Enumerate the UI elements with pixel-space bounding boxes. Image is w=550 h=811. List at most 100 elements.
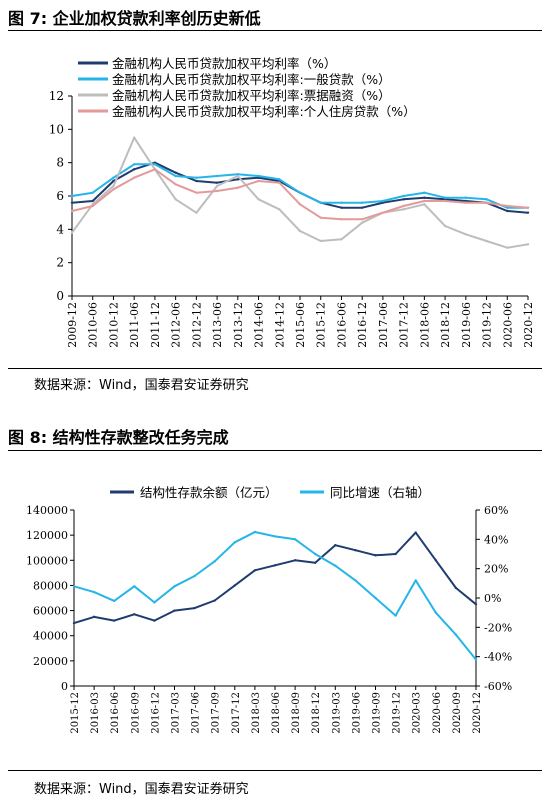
x-tick-label: 2009-12 — [66, 302, 79, 348]
data-point — [293, 559, 297, 562]
data-point — [133, 613, 136, 616]
y-left-tick-label: 40000 — [33, 630, 68, 643]
data-point — [423, 191, 426, 194]
data-point — [340, 218, 343, 221]
data-point — [253, 530, 257, 534]
data-point — [92, 615, 96, 619]
data-point — [360, 206, 364, 209]
y-left-tick-label: 120000 — [26, 529, 68, 542]
series-line-1 — [73, 531, 477, 625]
data-point — [133, 585, 136, 588]
data-point — [443, 198, 447, 201]
y-right-tick-label: 0% — [484, 592, 501, 605]
data-point — [92, 590, 96, 594]
data-point — [174, 183, 177, 186]
y-left-tick-label: 20000 — [33, 655, 68, 668]
data-point — [213, 560, 216, 563]
x-tick-label: 2020-06 — [432, 692, 443, 734]
data-point — [423, 203, 426, 206]
y-left-tick-label: 140000 — [26, 504, 68, 517]
data-point — [257, 174, 260, 178]
data-point — [402, 204, 405, 208]
figure7-title: 图 7: 企业加权贷款利率创历史新低 — [8, 9, 261, 28]
x-tick-label: 2010-06 — [87, 302, 100, 348]
x-tick-label: 2011-06 — [128, 302, 141, 348]
figure8-title: 图 8: 结构性存款整改任务完成 — [8, 428, 229, 447]
data-point — [233, 584, 236, 587]
data-point — [381, 199, 385, 203]
data-point — [314, 561, 317, 564]
legend-label: 同比增速（右轴） — [330, 485, 430, 500]
data-point — [506, 204, 509, 208]
data-point — [454, 586, 458, 590]
figure8-top-rule — [8, 450, 542, 451]
data-point — [112, 176, 115, 179]
x-tick-label: 2019-06 — [460, 302, 473, 348]
x-tick-label: 2016-06 — [335, 302, 348, 348]
legend-label: 金融机构人民币贷款加权平均利率（%） — [112, 56, 336, 71]
x-tick-label: 2017-06 — [191, 692, 202, 734]
data-point — [153, 163, 157, 166]
data-point — [153, 601, 156, 604]
y-tick-label: 10 — [49, 122, 64, 136]
data-point — [402, 208, 405, 211]
figure8-source-rule — [8, 770, 542, 771]
y-left-tick-label: 60000 — [33, 605, 68, 618]
x-tick-label: 2017-03 — [171, 692, 182, 734]
data-point — [70, 201, 74, 204]
data-point — [319, 201, 322, 204]
data-point — [91, 199, 94, 203]
y-right-tick-label: 20% — [484, 563, 508, 576]
data-point — [278, 178, 281, 181]
data-point — [257, 198, 260, 201]
y-right-tick-label: -60% — [484, 680, 512, 693]
data-point — [506, 209, 509, 213]
data-point — [319, 216, 322, 219]
data-point — [474, 603, 478, 606]
data-point — [443, 199, 447, 203]
data-point — [195, 176, 198, 179]
legend-label: 金融机构人民币贷款加权平均利率:一般贷款（%） — [112, 72, 391, 87]
data-point — [112, 179, 115, 183]
x-tick-label: 2014-06 — [253, 302, 266, 348]
x-tick-label: 2018-09 — [291, 692, 302, 734]
x-tick-label: 2011-12 — [149, 302, 162, 348]
data-point — [70, 194, 74, 198]
data-point — [360, 201, 364, 204]
data-point — [434, 559, 437, 562]
x-tick-label: 2020-03 — [412, 692, 423, 734]
data-point — [195, 211, 198, 214]
data-point — [443, 196, 447, 199]
y-tick-label: 4 — [56, 222, 64, 236]
y-right-tick-label: -40% — [484, 651, 512, 664]
y-left-tick-label: 100000 — [26, 554, 68, 567]
data-point — [464, 199, 468, 203]
legend-label: 金融机构人民币贷款加权平均利率:个人住房贷款（%） — [112, 104, 416, 119]
data-point — [113, 619, 116, 622]
data-point — [91, 204, 94, 208]
data-point — [257, 179, 260, 183]
data-point — [314, 552, 317, 556]
x-tick-label: 2012-06 — [170, 302, 183, 348]
data-point — [173, 585, 176, 588]
data-point — [195, 179, 198, 183]
figure7-source-rule — [8, 368, 542, 369]
data-point — [174, 171, 177, 174]
x-tick-label: 2018-06 — [271, 692, 282, 734]
y-tick-label: 2 — [56, 256, 64, 270]
data-point — [319, 239, 322, 243]
data-point — [112, 188, 115, 191]
data-point — [215, 174, 219, 178]
data-point — [72, 621, 76, 625]
figure8-source: 数据来源：Wind，国泰君安证券研究 — [34, 782, 249, 797]
x-tick-label: 2018-06 — [418, 302, 431, 348]
data-point — [236, 174, 240, 178]
data-point — [506, 246, 509, 249]
x-tick-label: 2016-12 — [356, 302, 369, 348]
data-point — [278, 181, 281, 184]
data-point — [464, 196, 468, 199]
figure7-chart: 0 2 4 6 8 10 12 2009-12 2010-06 2010-12 2011-06 201… — [49, 56, 535, 348]
x-tick-label: 2016-06 — [110, 692, 121, 734]
data-point — [423, 199, 426, 203]
data-point — [414, 579, 417, 582]
